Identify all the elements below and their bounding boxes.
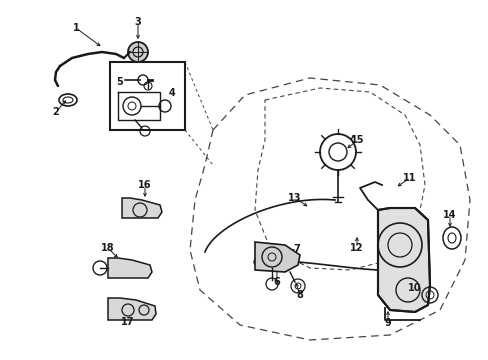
Polygon shape (254, 242, 299, 272)
Text: 3: 3 (134, 17, 141, 27)
Circle shape (128, 42, 148, 62)
Text: 6: 6 (273, 277, 280, 287)
Text: 1: 1 (73, 23, 79, 33)
Polygon shape (122, 198, 162, 218)
Text: 17: 17 (121, 317, 135, 327)
Text: 5: 5 (116, 77, 123, 87)
Text: 2: 2 (53, 107, 59, 117)
Polygon shape (377, 208, 429, 312)
Text: 12: 12 (349, 243, 363, 253)
Bar (110, 62, 184, 130)
Text: 18: 18 (101, 243, 115, 253)
Text: 10: 10 (407, 283, 421, 293)
Text: 15: 15 (350, 135, 364, 145)
Polygon shape (108, 258, 152, 278)
Text: 8: 8 (296, 290, 303, 300)
Text: 13: 13 (287, 193, 301, 203)
Text: 16: 16 (138, 180, 151, 190)
Text: 4: 4 (168, 88, 175, 98)
Text: 7: 7 (293, 244, 300, 254)
Text: 9: 9 (384, 318, 390, 328)
Text: 11: 11 (403, 173, 416, 183)
Text: 14: 14 (442, 210, 456, 220)
Polygon shape (108, 298, 156, 320)
